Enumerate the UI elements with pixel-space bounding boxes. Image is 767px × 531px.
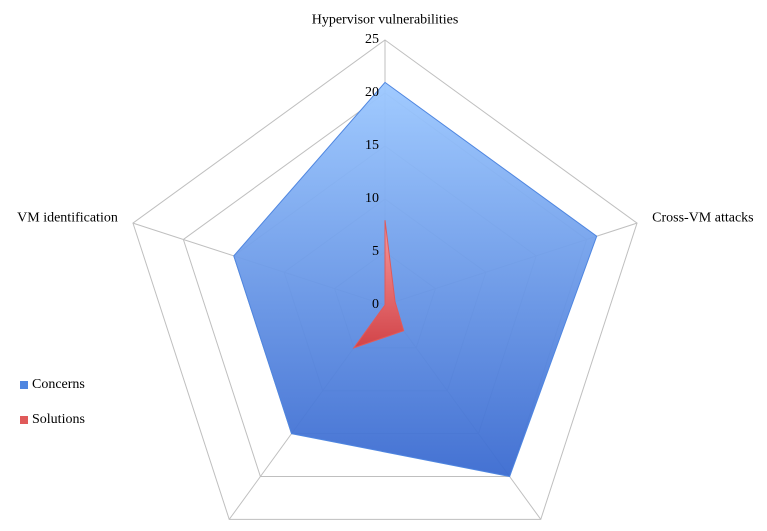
axis-label: Hypervisor vulnerabilities xyxy=(312,12,459,27)
r-tick-label: 15 xyxy=(365,138,379,153)
r-tick-label: 25 xyxy=(365,32,379,47)
legend-swatch xyxy=(20,416,28,424)
legend-label: Solutions xyxy=(32,412,85,427)
axis-label: VM identification xyxy=(17,210,118,225)
r-tick-label: 20 xyxy=(365,85,379,100)
r-tick-label: 10 xyxy=(365,191,379,206)
series-area xyxy=(233,81,598,478)
legend-label: Concerns xyxy=(32,377,85,392)
grid-ring xyxy=(132,39,638,520)
series-area xyxy=(352,220,405,349)
r-tick-label: 5 xyxy=(372,244,379,259)
r-tick-label: 0 xyxy=(372,297,379,312)
axis-label: Cross-VM attacks xyxy=(652,210,754,225)
legend-swatch xyxy=(20,381,28,389)
